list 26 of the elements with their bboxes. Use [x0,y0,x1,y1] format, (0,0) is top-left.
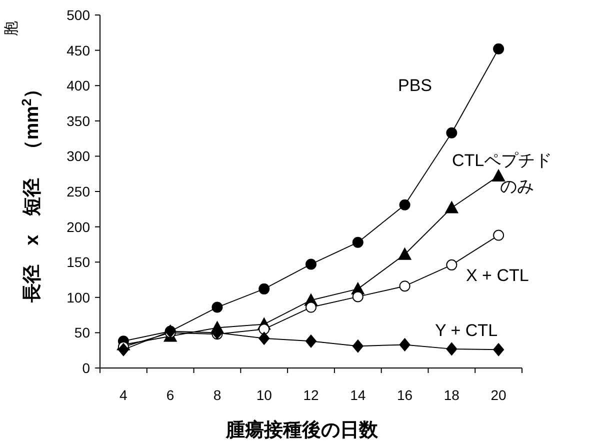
text: 胞 [3,21,20,36]
y-tick-label: 50 [74,324,90,341]
y-tick-label: 0 [82,360,90,376]
y-tick-label: 450 [66,42,90,58]
x-tick-label: 18 [444,387,460,403]
y-tick-label: 300 [66,148,90,164]
x-tick-label: 12 [303,387,319,403]
y-tick-label: 500 [66,7,90,23]
text: PBS [398,76,432,95]
y-tick-label: 100 [66,289,90,306]
series-label: CTLペプチドのみ [452,151,552,196]
x-tick-label: 14 [350,387,366,403]
y-tick-label: 400 [66,78,90,94]
x-tick-label: 8 [213,387,222,403]
y-tick-label: 150 [66,254,90,270]
x-axis-title: 腫瘍接種後の日数 [225,419,379,441]
series-label: Y + CTL [435,321,498,340]
x-tick-label: 6 [166,387,174,403]
x-tick-label: 4 [120,387,128,403]
series-label: X + CTL [466,266,529,285]
y-tick-label: 250 [66,184,90,200]
x-tick-label: 20 [490,387,507,403]
x-tick-label: 10 [256,387,272,403]
y-tick-label: 350 [66,112,90,129]
y-tick-label: 200 [66,218,90,235]
x-tick-label: 16 [396,387,413,403]
